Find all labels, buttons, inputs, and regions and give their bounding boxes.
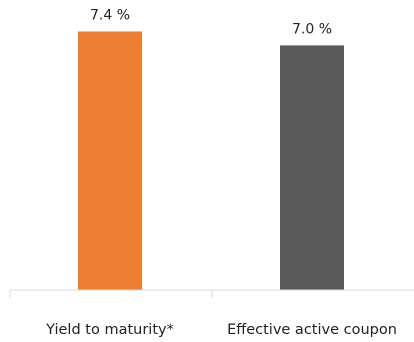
category-label-0: Yield to maturity* [45,322,174,338]
bar-0 [78,31,142,291]
bars-group [78,31,344,291]
data-label-0: 7.4 % [90,7,130,23]
bar-1 [280,45,344,290]
category-labels-group: Yield to maturity* Effective active coupo… [45,322,397,338]
axis-group [9,289,414,298]
value-labels-group: 7.4 % 7.0 % [90,7,332,37]
data-label-1: 7.0 % [292,21,332,37]
category-label-1: Effective active coupon [227,322,397,338]
